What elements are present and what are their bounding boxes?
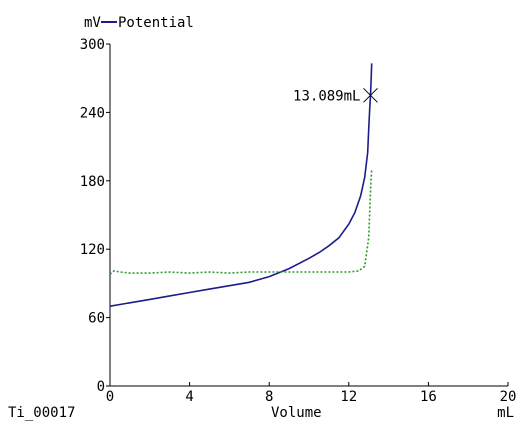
legend-label-potential: Potential — [118, 15, 194, 31]
y-unit-label: mV — [84, 15, 101, 31]
x-tick-label: 16 — [420, 389, 437, 405]
series-line-potential — [109, 63, 373, 307]
annotation-label: 13.089mL — [293, 88, 360, 104]
series-layer — [109, 63, 373, 307]
annotation-layer: 13.089mL — [293, 87, 378, 104]
y-tick-label: 240 — [80, 105, 105, 121]
y-tick-label: 300 — [80, 37, 105, 53]
y-tick-label: 120 — [80, 242, 105, 258]
sample-id-label: Ti_00017 — [8, 405, 75, 421]
x-tick-label: 12 — [340, 389, 357, 405]
y-tick-label: 0 — [97, 379, 105, 395]
axis-ticks — [106, 43, 509, 387]
x-tick-labels: 0 4 8 12 16 20 — [106, 389, 517, 405]
x-axis-label: Volume — [271, 405, 322, 421]
x-tick-label: 20 — [500, 389, 517, 405]
x-tick-label: 8 — [265, 389, 273, 405]
y-tick-label: 180 — [80, 174, 105, 190]
x-tick-label: 4 — [185, 389, 193, 405]
y-tick-labels: 0 60 120 180 240 300 — [80, 37, 105, 395]
x-unit-label: mL — [497, 405, 514, 421]
series-line-secondary — [109, 169, 373, 275]
x-tick-label: 0 — [106, 389, 114, 405]
y-tick-label: 60 — [88, 311, 105, 327]
annotation-marker — [363, 87, 378, 103]
